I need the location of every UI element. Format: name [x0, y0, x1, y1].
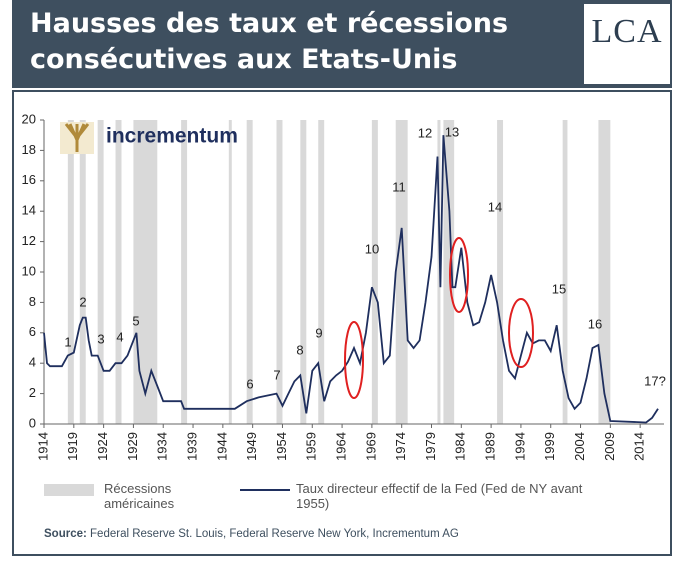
x-tick-label: 1949	[244, 432, 259, 461]
y-tick-label: 12	[22, 233, 36, 248]
recession-band	[115, 120, 122, 424]
y-tick-label: 14	[22, 203, 36, 218]
source-text: Federal Reserve St. Louis, Federal Reser…	[90, 528, 459, 540]
legend-label: Récessions américaines	[104, 481, 175, 511]
recession-band	[133, 120, 158, 424]
annotation: 16	[588, 316, 602, 331]
source: Source: Federal Reserve St. Louis, Feder…	[44, 528, 459, 540]
highlight-ellipse	[449, 237, 469, 313]
recessions	[67, 120, 611, 424]
x-tick-label: 1944	[214, 432, 229, 461]
recession-band	[437, 120, 441, 424]
x-tick-label: 1999	[542, 432, 557, 461]
y-tick-label: 0	[29, 415, 36, 430]
annotation: 3	[97, 331, 104, 346]
recession-band	[97, 120, 104, 424]
x-tick-label: 1994	[512, 432, 527, 461]
recession-band	[562, 120, 568, 424]
x-tick-label: 1954	[274, 432, 289, 461]
legend-swatch	[240, 489, 290, 491]
recession-band	[371, 120, 378, 424]
annotation: 14	[488, 199, 502, 214]
recession-band	[598, 120, 611, 424]
y-tick-label: 16	[22, 172, 36, 187]
x-tick-label: 1929	[125, 432, 140, 461]
recession-band	[443, 120, 455, 424]
x-tick-label: 1989	[483, 432, 498, 461]
x-tick-label: 2004	[572, 432, 587, 461]
recession-band	[246, 120, 253, 424]
annotation: 4	[116, 329, 123, 344]
source-label: Source:	[44, 528, 87, 540]
header: Hausses des taux et récessions consécuti…	[12, 0, 672, 88]
rate-line	[43, 135, 659, 424]
y-tick-label: 20	[22, 111, 36, 126]
x-tick-label: 1979	[423, 432, 438, 461]
x-tick-label: 2009	[602, 432, 617, 461]
x-tick-label: 1969	[363, 432, 378, 461]
annotation: 17?	[644, 373, 666, 388]
annotation: 2	[79, 294, 86, 309]
y-tick-label: 18	[22, 142, 36, 157]
x-tick-label: 1964	[334, 432, 349, 461]
x-tick-label: 1914	[35, 432, 50, 461]
highlight-ellipse	[508, 298, 534, 368]
annotation: 8	[296, 342, 303, 357]
annotation: 11	[392, 179, 406, 194]
logo-text: incrementum	[106, 125, 238, 148]
recession-band	[79, 120, 86, 424]
chart-frame	[12, 90, 672, 556]
annotation: 10	[365, 241, 379, 256]
y-tick-label: 8	[29, 294, 36, 309]
annotation: 9	[315, 325, 322, 340]
title-line: Hausses des taux et récessions	[30, 8, 509, 39]
annotation: 12	[418, 125, 432, 140]
x-tick-label: 1919	[65, 432, 80, 461]
recession-band	[67, 120, 74, 424]
title-line: consécutives aux Etats-Unis	[30, 44, 458, 75]
x-tick-label: 1924	[95, 432, 110, 461]
annotation: 1	[64, 334, 71, 349]
y-tick-label: 4	[29, 355, 36, 370]
tree-icon	[60, 122, 94, 154]
recession-band	[181, 120, 188, 424]
legend-label: Taux directeur effectif de la Fed (Fed d…	[296, 481, 583, 511]
recession-band	[276, 120, 283, 424]
x-tick-label: 1939	[184, 432, 199, 461]
y-tick-label: 6	[29, 324, 36, 339]
x-tick-label: 1959	[304, 432, 319, 461]
y-tick-label: 10	[22, 263, 36, 278]
recession-band	[300, 120, 307, 424]
recession-band	[497, 120, 504, 424]
annotation: 7	[273, 367, 280, 382]
logo: LCA	[584, 4, 670, 84]
recession-band	[318, 120, 325, 424]
annotation: 13	[445, 124, 459, 139]
x-tick-label: 1934	[155, 432, 170, 461]
annotation: 6	[246, 376, 253, 391]
x-tick-label: 1974	[393, 432, 408, 461]
y-tick-label: 2	[29, 385, 36, 400]
recession-band	[228, 120, 232, 424]
annotation: 5	[132, 313, 139, 328]
annotation: 15	[552, 281, 566, 296]
highlight-ellipse	[344, 321, 364, 399]
legend-swatch	[44, 484, 94, 496]
recession-band	[395, 120, 408, 424]
x-tick-label: 2014	[632, 432, 647, 461]
x-tick-label: 1984	[453, 432, 468, 461]
